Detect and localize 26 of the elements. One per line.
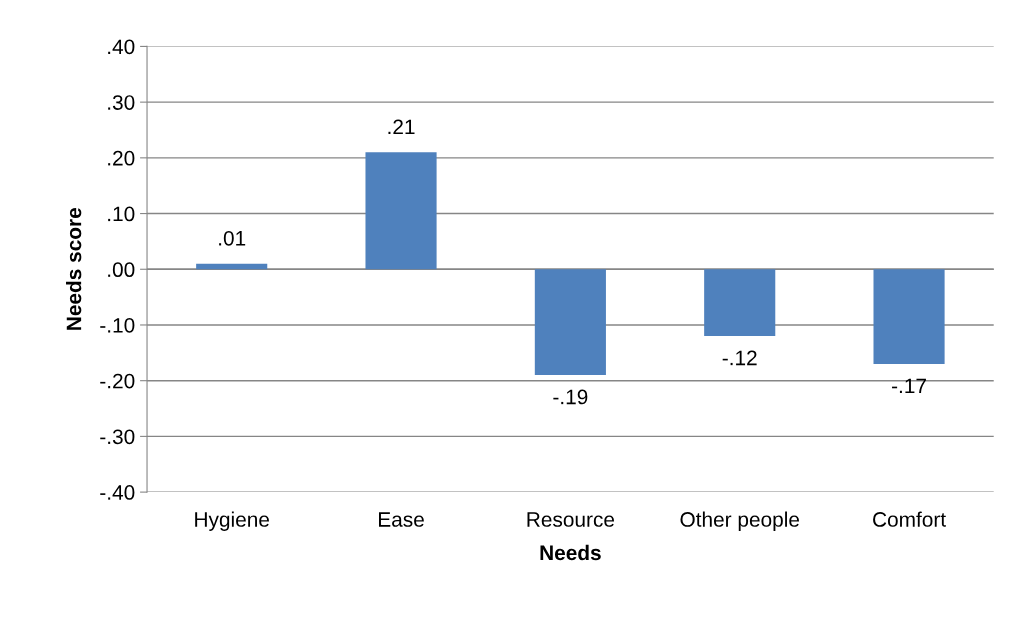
x-tick-label: Resource <box>527 512 615 527</box>
data-label: -.12 <box>722 350 757 366</box>
y-tick-label: .10 <box>108 206 135 222</box>
data-label: .01 <box>219 230 246 246</box>
x-axis-title: Needs <box>540 544 601 561</box>
y-tick-label: .00 <box>108 262 135 278</box>
x-tick-label: Ease <box>379 512 424 527</box>
y-tick-label: -.30 <box>100 429 135 445</box>
y-tick-label: -.20 <box>100 373 135 389</box>
bar <box>534 269 606 376</box>
bar <box>704 269 776 337</box>
y-tick-label: -.40 <box>100 485 135 500</box>
data-label: -.19 <box>553 389 588 405</box>
y-tick-label: .20 <box>108 150 135 166</box>
x-tick-label: Hygiene <box>195 511 269 531</box>
y-tick-label: .40 <box>108 39 135 55</box>
bar <box>196 263 268 270</box>
y-tick-label: .30 <box>108 95 135 110</box>
x-tick-label: Other people <box>680 511 800 531</box>
data-label: -.17 <box>892 378 926 393</box>
x-tick-label: Comfort <box>873 511 946 527</box>
y-tick-label: -.10 <box>100 317 135 333</box>
y-axis-title: Needs score <box>66 208 82 330</box>
data-label: .21 <box>388 119 415 135</box>
bar <box>873 269 945 364</box>
bar <box>365 152 437 270</box>
